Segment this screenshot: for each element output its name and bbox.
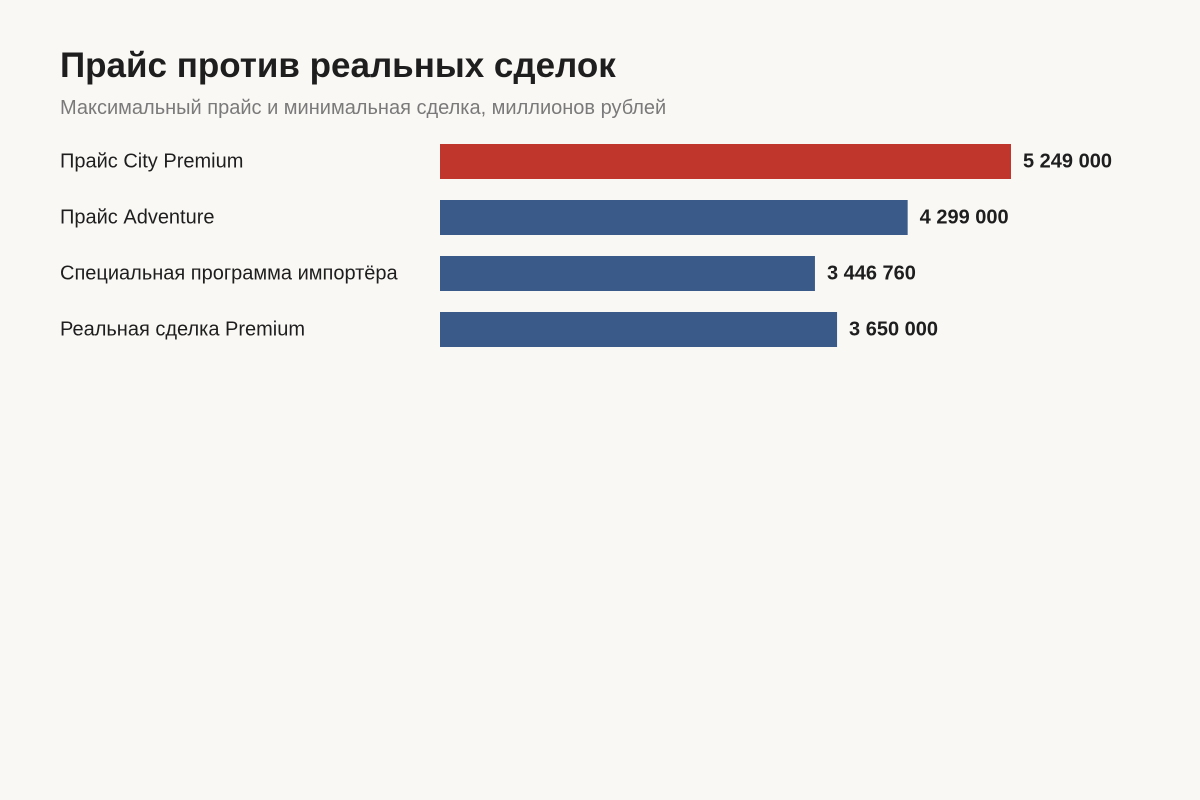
chart-subtitle: Максимальный прайс и минимальная сделка,… <box>60 97 667 119</box>
value-label: 5 249 000 <box>1023 151 1112 173</box>
value-label: 3 446 760 <box>827 263 916 285</box>
bar <box>440 256 815 291</box>
bar <box>440 200 908 235</box>
value-label: 3 650 000 <box>849 319 938 341</box>
bars-layer: Прайс City Premium 5 249 000 Прайс Adventu… <box>60 144 1112 347</box>
category-label: Прайс City Premium <box>60 151 243 173</box>
value-label: 4 299 000 <box>920 207 1009 229</box>
category-label: Реальная сделка Premium <box>60 319 305 341</box>
category-label: Специальная программа импортёра <box>60 263 399 285</box>
chart-title: Прайс против реальных сделок <box>60 46 616 85</box>
bar <box>440 312 838 347</box>
category-label: Прайс Adventure <box>60 207 215 229</box>
bar <box>440 144 1011 179</box>
